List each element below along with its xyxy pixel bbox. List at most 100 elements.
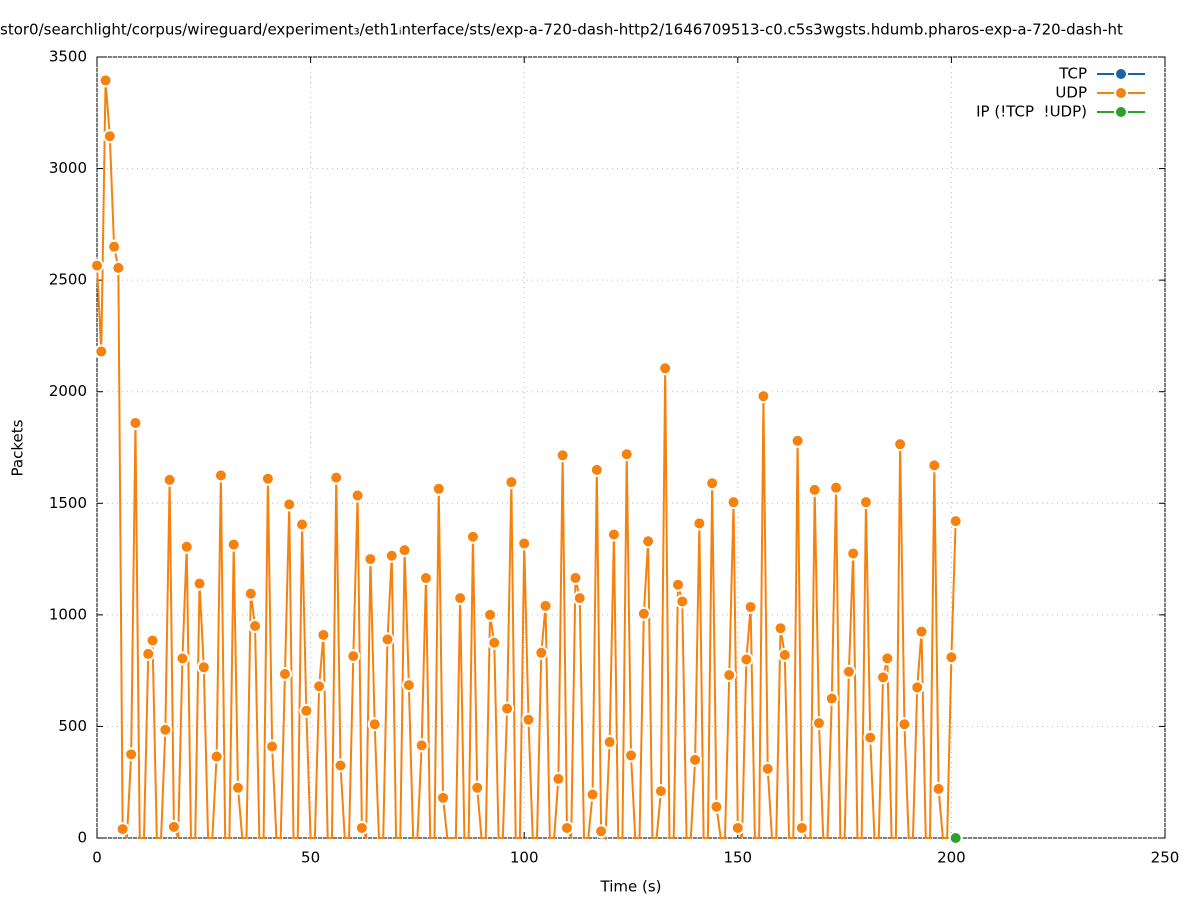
data-point: [436, 790, 451, 805]
data-point: [418, 571, 433, 586]
data-point: [688, 752, 703, 767]
data-point: [470, 780, 485, 795]
y-tick-label: 500: [58, 717, 87, 735]
data-point: [504, 475, 519, 490]
x-tick-label: 0: [92, 849, 102, 867]
data-point: [102, 129, 117, 144]
y-tick-label: 0: [77, 829, 87, 847]
data-point: [534, 645, 549, 660]
data-point: [585, 787, 600, 802]
data-point: [517, 536, 532, 551]
data-point: [295, 517, 310, 532]
data-point: [559, 820, 574, 835]
y-tick-label: 1500: [49, 494, 87, 512]
data-point: [226, 537, 241, 552]
data-point: [90, 258, 104, 273]
data-point: [910, 680, 925, 695]
data-point: [329, 470, 344, 485]
data-point: [414, 738, 429, 753]
data-point: [248, 619, 263, 634]
data-point: [658, 361, 673, 376]
x-tick-label: 100: [510, 849, 539, 867]
data-point: [483, 607, 498, 622]
data-point: [397, 543, 412, 558]
data-point: [948, 831, 963, 845]
data-point: [401, 678, 416, 693]
data-point: [367, 717, 382, 732]
data-point: [893, 437, 908, 452]
data-point: [141, 646, 156, 661]
data-point: [726, 495, 741, 510]
data-point: [299, 703, 314, 718]
data-point: [124, 747, 139, 762]
data-point: [880, 651, 895, 666]
y-tick-label: 1000: [49, 605, 87, 623]
data-point: [589, 462, 604, 477]
data-point: [858, 495, 873, 510]
data-point: [876, 670, 891, 685]
data-point: [521, 712, 536, 727]
x-axis-label: Time (s): [600, 878, 662, 896]
data-point: [594, 824, 609, 839]
data-point: [384, 548, 399, 563]
data-point: [380, 632, 395, 647]
data-point: [196, 660, 211, 675]
data-point: [333, 758, 348, 773]
data-point: [568, 571, 583, 586]
data-point: [794, 820, 809, 835]
y-tick-label: 2000: [49, 382, 87, 400]
data-point: [230, 780, 245, 795]
data-point: [914, 624, 929, 639]
data-point: [777, 648, 792, 663]
data-point: [624, 748, 638, 763]
y-axis-label: Packets: [9, 419, 27, 476]
data-point: [350, 488, 365, 503]
data-point: [115, 822, 130, 837]
data-point: [692, 516, 707, 531]
data-point: [487, 635, 502, 650]
data-point: [555, 448, 570, 463]
data-point: [602, 735, 617, 750]
data-point: [162, 472, 177, 487]
data-point: [790, 433, 805, 448]
data-point: [641, 534, 656, 549]
data-point: [739, 652, 754, 667]
data-point: [282, 497, 297, 512]
x-tick-label: 150: [723, 849, 752, 867]
data-point: [653, 784, 668, 799]
data-point: [243, 586, 258, 601]
data-point: [179, 539, 194, 554]
data-point: [606, 527, 621, 542]
data-point: [265, 739, 280, 754]
data-point: [636, 606, 651, 621]
data-point: [192, 576, 207, 591]
data-point: [213, 468, 228, 483]
legend-marker: [1114, 86, 1128, 100]
y-tick-label: 2500: [49, 271, 87, 289]
data-point: [551, 771, 566, 786]
data-point: [927, 458, 942, 473]
data-point: [260, 471, 275, 486]
data-point: [709, 799, 724, 814]
data-point: [465, 529, 480, 544]
data-point: [705, 476, 720, 491]
data-point: [773, 621, 788, 636]
x-tick-label: 50: [301, 849, 320, 867]
y-tick-label: 3000: [49, 159, 87, 177]
data-point: [675, 594, 690, 609]
data-point: [363, 552, 378, 567]
legend-marker: [1114, 105, 1128, 119]
data-point: [277, 666, 292, 681]
data-point: [453, 591, 468, 606]
data-point: [128, 415, 143, 430]
legend-label: TCP: [1058, 65, 1087, 83]
data-point: [312, 679, 327, 694]
data-point: [931, 781, 946, 796]
data-point: [743, 600, 758, 615]
data-point: [730, 820, 745, 835]
x-tick-label: 250: [1151, 849, 1180, 867]
data-point: [829, 480, 844, 495]
y-tick-label: 3500: [49, 48, 87, 66]
data-point: [722, 668, 737, 683]
data-point: [209, 749, 224, 764]
